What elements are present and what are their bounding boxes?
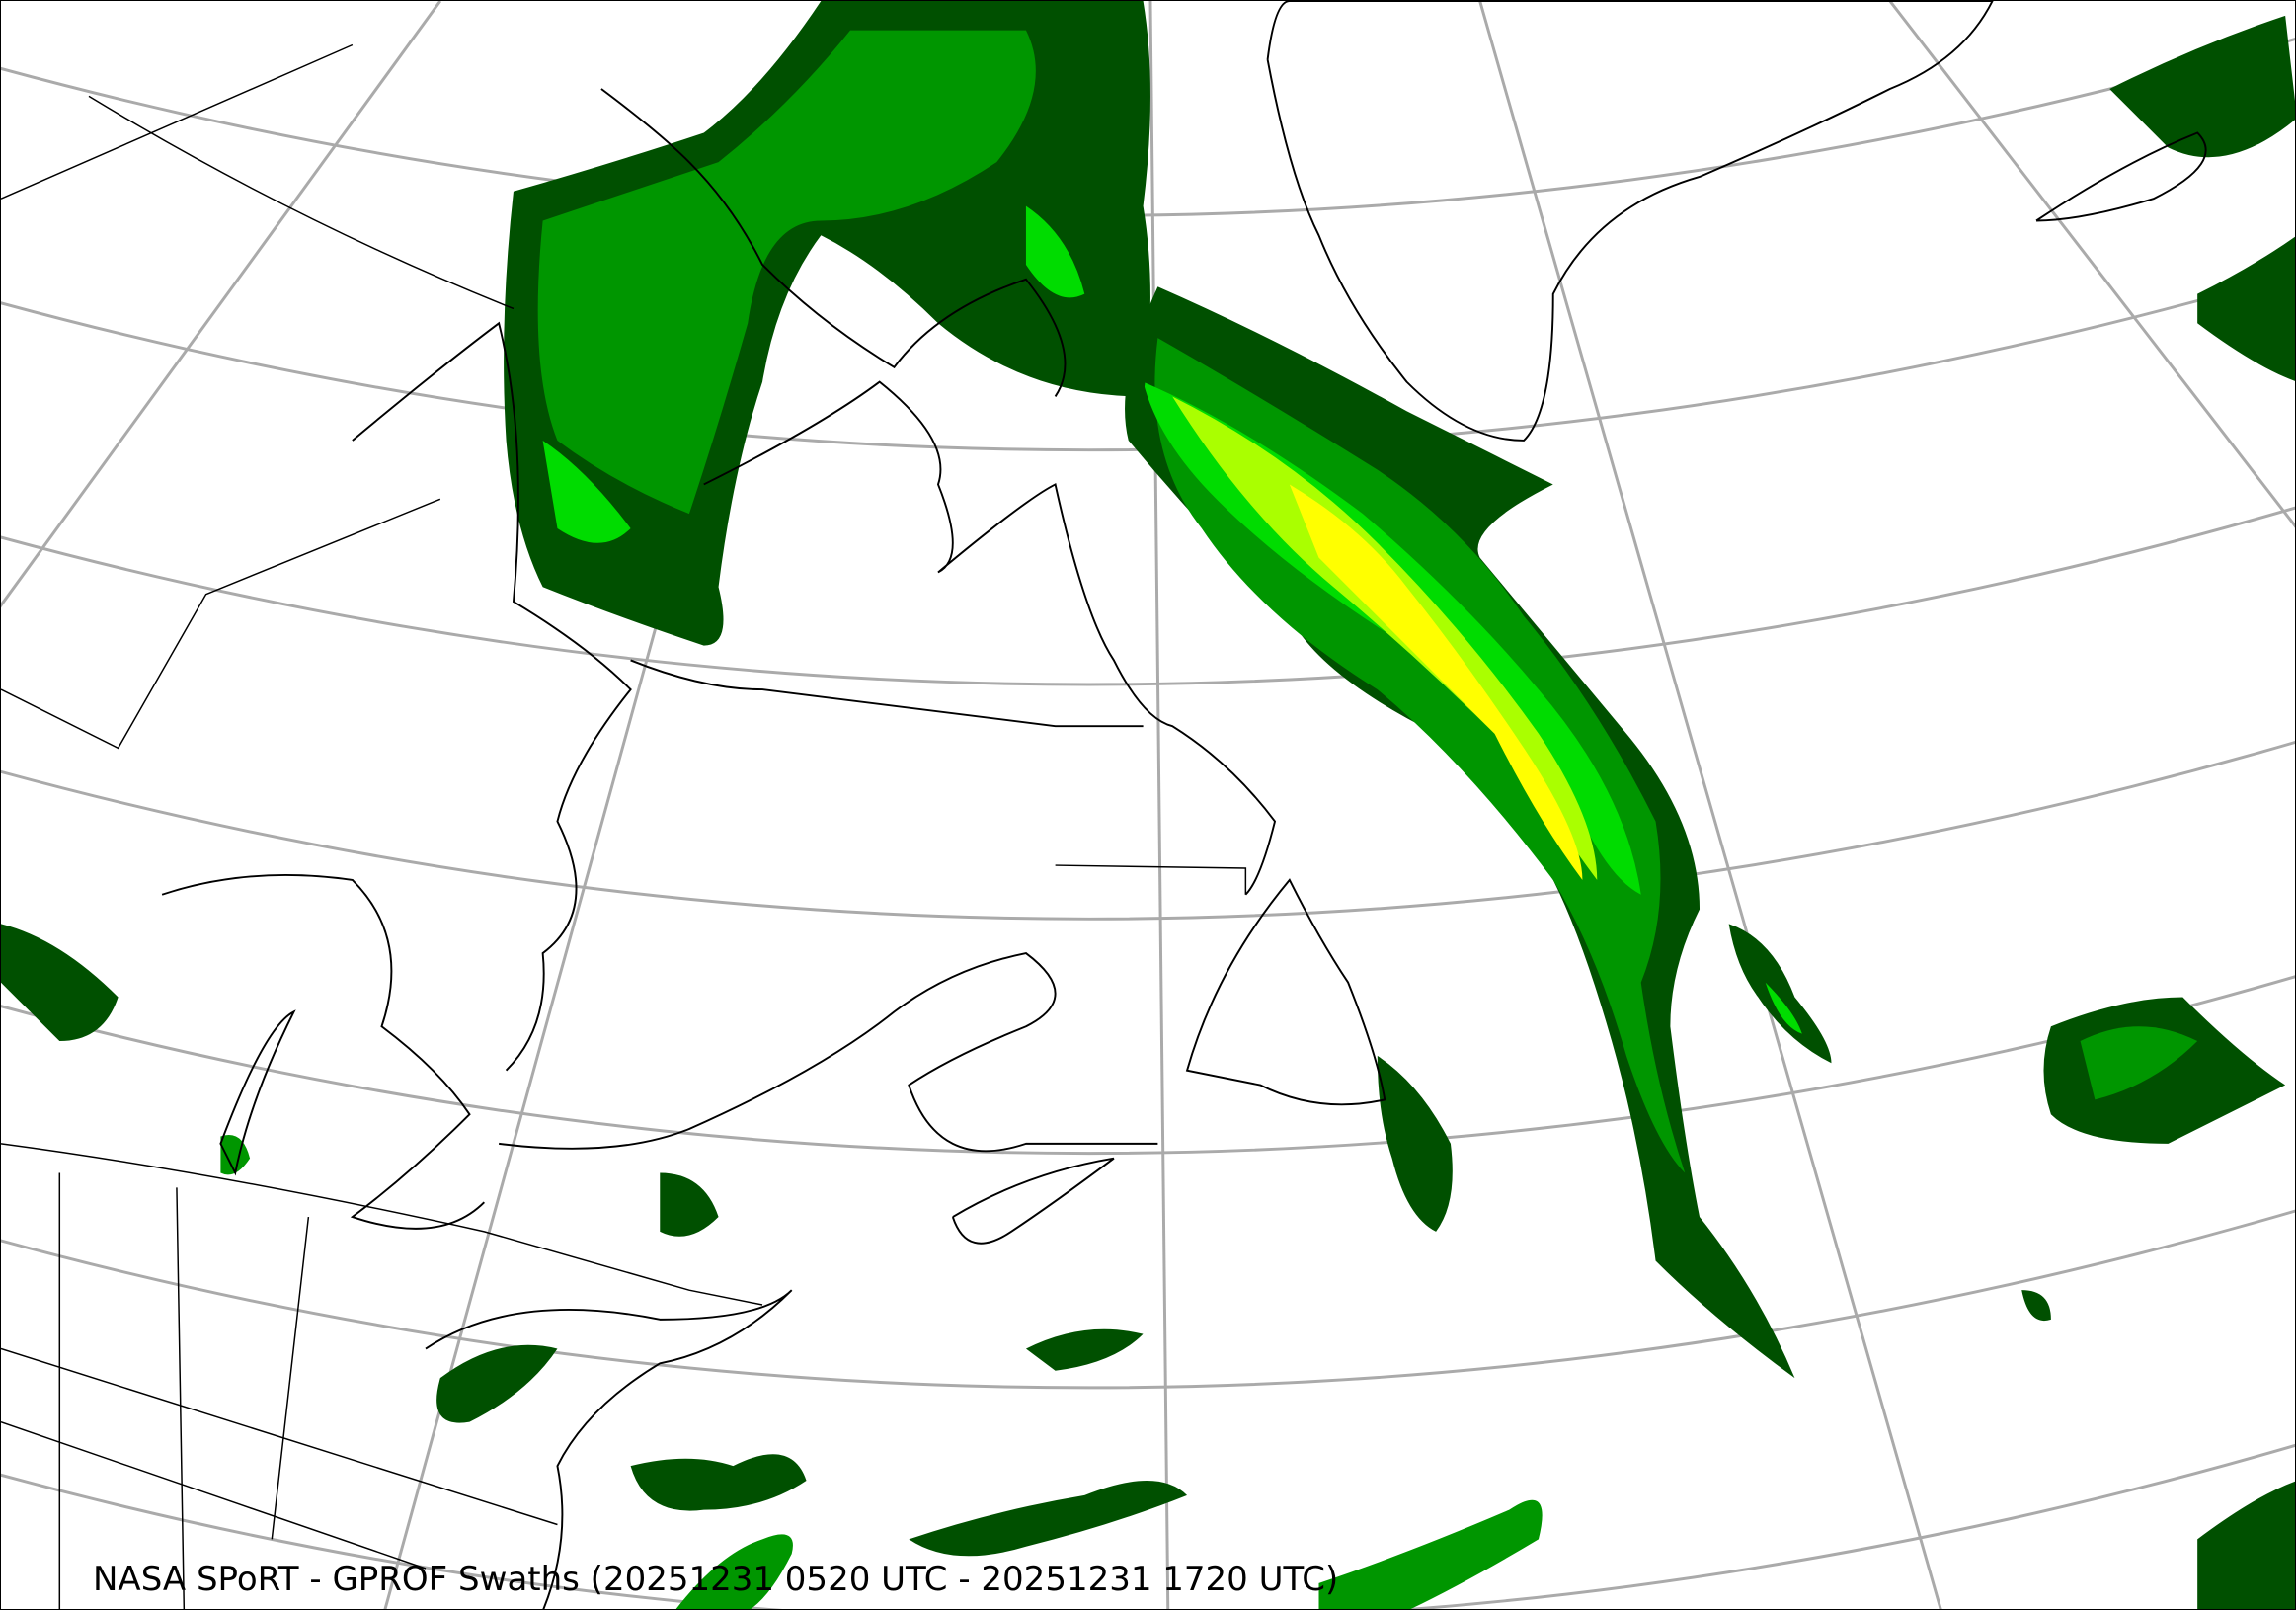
precipitation-area (2109, 15, 2295, 381)
us-east-coast (425, 1289, 793, 1609)
precipitation-area (675, 1534, 793, 1609)
precipitation-area (542, 205, 1085, 543)
precipitation-area (2043, 997, 2286, 1144)
coastlines (1, 1, 2207, 1609)
latitude-line (1, 1209, 2295, 1390)
longitude-line (1, 1, 442, 608)
latitude-line (1, 740, 2295, 921)
precipitation-area (537, 30, 1036, 515)
iceland-coast (2035, 131, 2207, 222)
latitude-line (1, 506, 2295, 686)
latitude-line (1, 1443, 2295, 1609)
great-lakes-coast (161, 873, 485, 1230)
hudson-bay-coast (352, 321, 632, 1072)
precipitation-area (1765, 982, 1802, 1034)
precipitation-area (1289, 484, 1583, 880)
latitude-line (1, 975, 2295, 1156)
longitude-line (1148, 1, 1170, 1609)
labrador-quebec-coast (630, 659, 1144, 728)
newfoundland-coast (1185, 878, 1386, 1106)
nova-scotia-coast (951, 1157, 1115, 1245)
longitude-line (1888, 1, 2295, 528)
longitude-line (1478, 1, 1942, 1609)
precipitation-area (909, 1480, 1188, 1557)
precipitation-area (1377, 1055, 1453, 1232)
precipitation-area (1318, 1499, 1543, 1609)
latitude-line (1, 37, 2295, 217)
province-border (1, 43, 515, 750)
greenland-coast (1266, 1, 1994, 442)
gulf-st-lawrence-coast (499, 952, 1158, 1153)
map-caption: NASA SPoRT - GPROF Swaths (20251231 0520… (93, 1560, 1339, 1599)
precipitation-area (436, 1328, 1144, 1423)
us-canada-border (1, 1143, 763, 1306)
baffin-island-coast (600, 88, 1067, 397)
precipitation-area (2080, 1026, 2198, 1100)
hudson-strait-coast (703, 380, 1277, 896)
quebec-labrador-border (1055, 864, 1247, 895)
precipitation-area (630, 1454, 807, 1511)
precipitation-area (1172, 396, 1598, 880)
precipitation-area (1728, 924, 1832, 1064)
precipitation-area (660, 1172, 2051, 1322)
state-borders (1, 1172, 558, 1609)
